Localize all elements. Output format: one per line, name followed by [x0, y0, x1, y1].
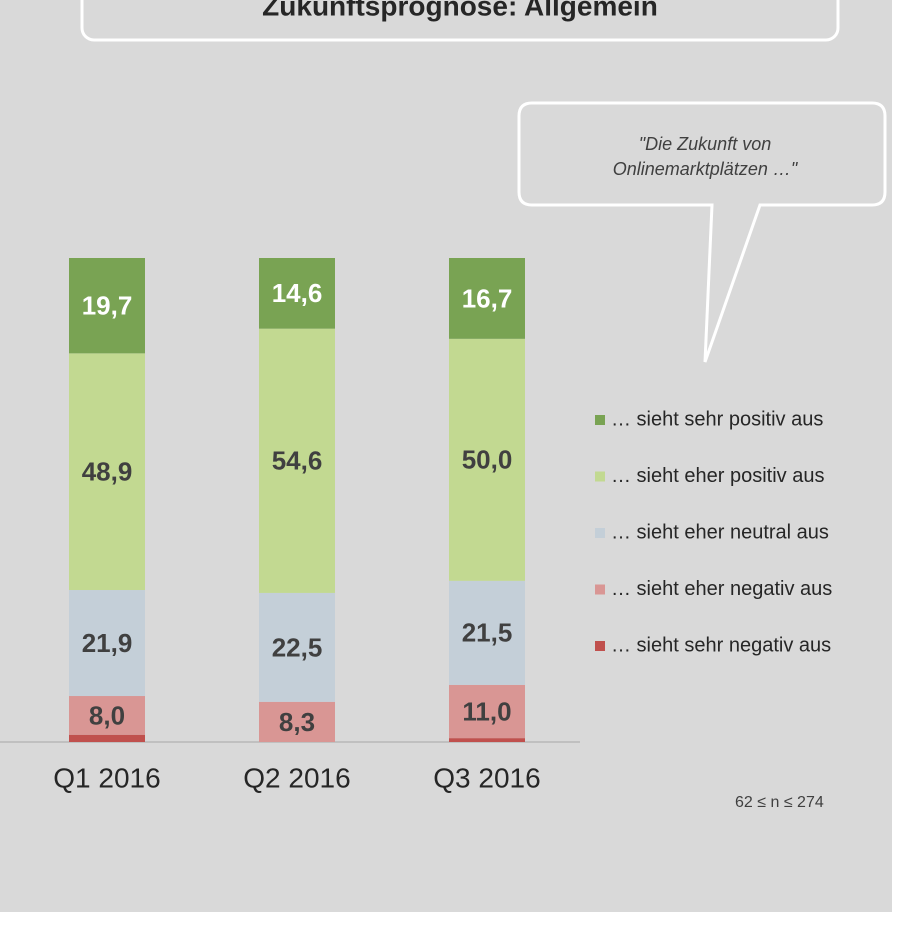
annotation: "Die Zukunft von — [639, 134, 771, 154]
legend-label: … sieht sehr positiv aus — [611, 408, 823, 430]
data-label: 19,7 — [82, 291, 133, 321]
title-box — [80, 0, 840, 42]
annotation: Onlinemarktplätzen …" — [613, 159, 799, 179]
data-label: 14,6 — [272, 278, 323, 308]
data-label: 8,0 — [89, 700, 125, 730]
legend-swatch — [595, 584, 605, 595]
legend-label: … sieht eher neutral aus — [611, 521, 829, 543]
legend-swatch — [595, 528, 605, 538]
bar-segment — [69, 353, 145, 591]
data-label: 54,6 — [272, 446, 323, 476]
bar-segment — [449, 258, 525, 339]
legend-swatch — [595, 471, 605, 482]
legend-label: … sieht sehr negativ aus — [611, 634, 831, 656]
legend-swatch — [595, 641, 605, 651]
data-label: 16,7 — [462, 283, 513, 313]
speech-bubble — [517, 101, 887, 363]
bar-segment — [449, 580, 525, 685]
x-tick-label: Q2 2016 — [243, 762, 350, 793]
legend-label: … sieht eher negativ aus — [611, 578, 832, 600]
note: 62 ≤ n ≤ 274 — [735, 794, 824, 811]
x-tick-label: Q1 2016 — [53, 762, 160, 793]
data-label: 11,0 — [462, 696, 511, 726]
data-label: 21,9 — [82, 628, 133, 658]
data-label: 48,9 — [82, 457, 133, 487]
bar-segment — [69, 258, 145, 354]
legend-label: … sieht eher positiv aus — [611, 465, 824, 487]
data-label: 8,3 — [279, 707, 315, 737]
bar-segment — [259, 701, 335, 742]
data-label: 22,5 — [272, 632, 323, 662]
bar-segment — [449, 684, 525, 739]
bar-segment — [449, 738, 525, 742]
bar-segment — [449, 338, 525, 581]
bar-segment — [259, 328, 335, 593]
bar-segment — [69, 696, 145, 735]
bar-segment — [69, 590, 145, 697]
x-tick-label: Q3 2016 — [433, 762, 540, 793]
legend-swatch — [595, 415, 605, 425]
bar-segment — [259, 258, 335, 329]
chart-title: Zukunftsprognose: Allgemein — [262, 0, 658, 21]
data-label: 21,5 — [462, 618, 513, 648]
data-label: 50,0 — [462, 445, 513, 475]
bar-segment — [259, 592, 335, 702]
bar-segment — [69, 734, 145, 742]
